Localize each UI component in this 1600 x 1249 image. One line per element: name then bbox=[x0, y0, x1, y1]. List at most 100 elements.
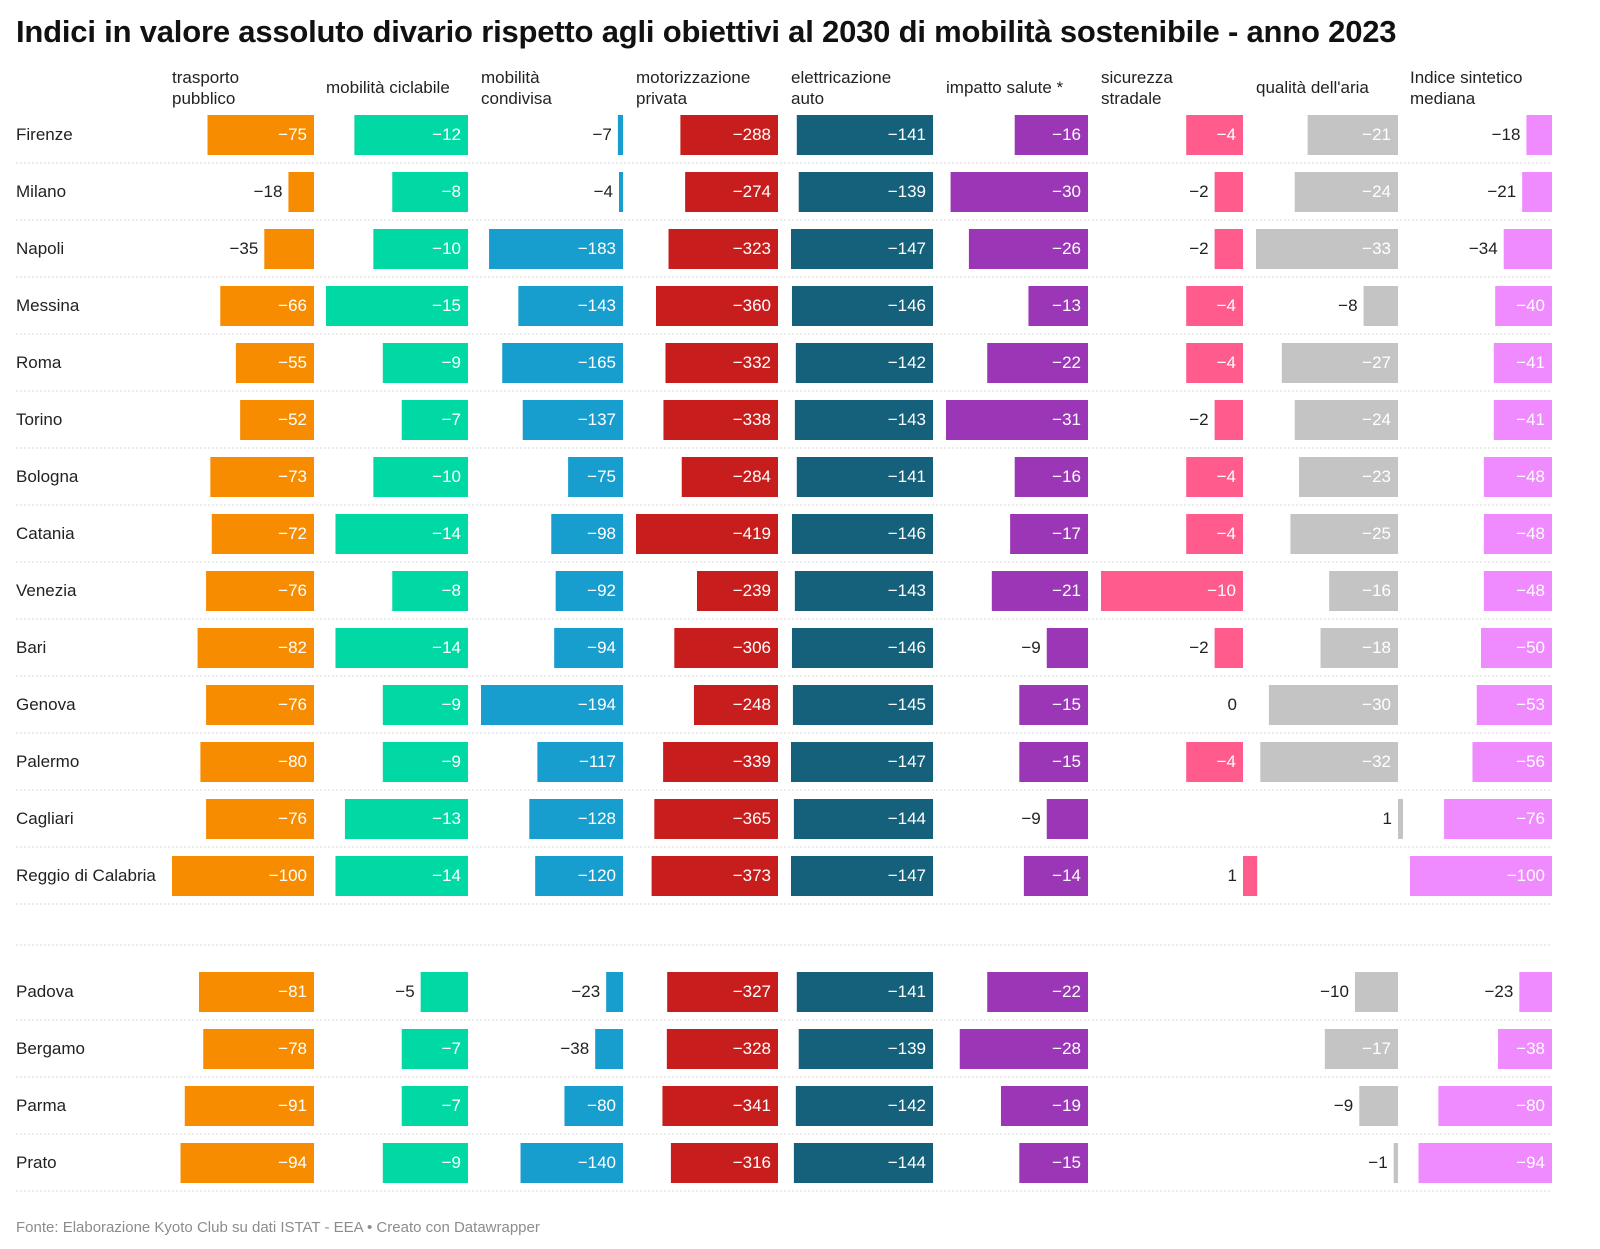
value-label-palermo-sicurezza-stradale: −4 bbox=[1217, 752, 1236, 771]
value-label-parma-motorizzazione-privata: −341 bbox=[733, 1096, 771, 1115]
bar-firenze-elettricazione-auto bbox=[796, 115, 933, 155]
bar-messina-indice-sintetico-mediana bbox=[1495, 286, 1552, 326]
value-label-roma-qualit-dell-aria: −27 bbox=[1362, 353, 1391, 372]
value-label-prato-indice-sintetico-mediana: −94 bbox=[1516, 1153, 1545, 1172]
bar-firenze-mobilit-ciclabile bbox=[354, 115, 468, 155]
value-label-padova-indice-sintetico-mediana: −23 bbox=[1484, 982, 1513, 1001]
value-label-padova-impatto-salute: −22 bbox=[1052, 982, 1081, 1001]
bar-torino-qualit-dell-aria bbox=[1294, 400, 1398, 440]
value-label-torino-mobilit-ciclabile: −7 bbox=[442, 410, 461, 429]
bar-palermo-elettricazione-auto bbox=[791, 742, 933, 782]
bar-reggio-di-calabria-mobilit-ciclabile bbox=[335, 856, 468, 896]
value-label-venezia-impatto-salute: −21 bbox=[1052, 581, 1081, 600]
value-label-genova-mobilit-ciclabile: −9 bbox=[442, 695, 461, 714]
value-label-parma-elettricazione-auto: −142 bbox=[888, 1096, 926, 1115]
bar-bergamo-mobilit-ciclabile bbox=[401, 1029, 468, 1069]
value-label-bergamo-motorizzazione-privata: −328 bbox=[733, 1039, 771, 1058]
bar-milano-motorizzazione-privata bbox=[685, 172, 778, 212]
value-label-napoli-mobilit-ciclabile: −10 bbox=[432, 239, 461, 258]
bar-bari-mobilit-ciclabile bbox=[335, 628, 468, 668]
value-label-milano-impatto-salute: −30 bbox=[1052, 182, 1081, 201]
bar-torino-trasporto-pubblico bbox=[240, 400, 314, 440]
bar-milano-indice-sintetico-mediana bbox=[1522, 172, 1552, 212]
value-label-catania-trasporto-pubblico: −72 bbox=[278, 524, 307, 543]
value-label-cagliari-mobilit-condivisa: −128 bbox=[578, 809, 616, 828]
bar-napoli-trasporto-pubblico bbox=[264, 229, 314, 269]
row-label-bologna: Bologna bbox=[16, 467, 79, 486]
bar-catania-qualit-dell-aria bbox=[1290, 514, 1398, 554]
bar-bologna-qualit-dell-aria bbox=[1299, 457, 1398, 497]
bar-roma-qualit-dell-aria bbox=[1281, 343, 1398, 383]
bar-reggio-di-calabria-motorizzazione-privata bbox=[651, 856, 778, 896]
bar-venezia-impatto-salute bbox=[991, 571, 1088, 611]
bar-cagliari-elettricazione-auto bbox=[793, 799, 933, 839]
bar-palermo-motorizzazione-privata bbox=[663, 742, 778, 782]
bar-padova-qualit-dell-aria bbox=[1354, 972, 1398, 1012]
column-header-indice-sintetico-mediana: Indice sintetico mediana bbox=[1410, 68, 1522, 108]
value-label-milano-sicurezza-stradale: −2 bbox=[1189, 182, 1208, 201]
bar-roma-impatto-salute bbox=[987, 343, 1088, 383]
bar-palermo-qualit-dell-aria bbox=[1260, 742, 1398, 782]
bar-napoli-mobilit-condivisa bbox=[489, 229, 623, 269]
value-label-parma-trasporto-pubblico: −91 bbox=[278, 1096, 307, 1115]
bar-firenze-impatto-salute bbox=[1014, 115, 1088, 155]
value-label-venezia-mobilit-ciclabile: −8 bbox=[442, 581, 461, 600]
value-label-venezia-mobilit-condivisa: −92 bbox=[587, 581, 616, 600]
value-label-bari-impatto-salute: −9 bbox=[1021, 638, 1040, 657]
value-label-torino-elettricazione-auto: −143 bbox=[888, 410, 926, 429]
bar-cagliari-trasporto-pubblico bbox=[206, 799, 314, 839]
bar-parma-mobilit-condivisa bbox=[564, 1086, 623, 1126]
bar-prato-impatto-salute bbox=[1019, 1143, 1088, 1183]
value-label-venezia-motorizzazione-privata: −239 bbox=[733, 581, 771, 600]
bar-venezia-sicurezza-stradale bbox=[1101, 571, 1243, 611]
bar-napoli-mobilit-ciclabile bbox=[373, 229, 468, 269]
bar-bergamo-impatto-salute bbox=[959, 1029, 1088, 1069]
bar-reggio-di-calabria-trasporto-pubblico bbox=[172, 856, 314, 896]
bar-roma-elettricazione-auto bbox=[795, 343, 933, 383]
value-label-bologna-qualit-dell-aria: −23 bbox=[1362, 467, 1391, 486]
bar-genova-trasporto-pubblico bbox=[206, 685, 314, 725]
bar-padova-mobilit-ciclabile bbox=[420, 972, 468, 1012]
bar-bari-trasporto-pubblico bbox=[197, 628, 314, 668]
value-label-roma-elettricazione-auto: −142 bbox=[888, 353, 926, 372]
value-label-cagliari-mobilit-ciclabile: −13 bbox=[432, 809, 461, 828]
value-label-bari-mobilit-condivisa: −94 bbox=[587, 638, 616, 657]
value-label-venezia-qualit-dell-aria: −16 bbox=[1362, 581, 1391, 600]
bar-parma-trasporto-pubblico bbox=[184, 1086, 314, 1126]
bar-messina-elettricazione-auto bbox=[791, 286, 933, 326]
bar-padova-mobilit-condivisa bbox=[606, 972, 623, 1012]
bar-prato-qualit-dell-aria bbox=[1393, 1143, 1398, 1183]
bar-reggio-di-calabria-impatto-salute bbox=[1023, 856, 1088, 896]
row-label-palermo: Palermo bbox=[16, 752, 79, 771]
value-label-milano-qualit-dell-aria: −24 bbox=[1362, 182, 1391, 201]
row-label-messina: Messina bbox=[16, 296, 80, 315]
bar-genova-qualit-dell-aria bbox=[1268, 685, 1398, 725]
bar-firenze-indice-sintetico-mediana bbox=[1526, 115, 1552, 155]
value-label-torino-indice-sintetico-mediana: −41 bbox=[1516, 410, 1545, 429]
value-label-padova-qualit-dell-aria: −10 bbox=[1320, 982, 1349, 1001]
row-label-reggio-di-calabria: Reggio di Calabria bbox=[16, 866, 156, 885]
value-label-reggio-di-calabria-mobilit-ciclabile: −14 bbox=[432, 866, 461, 885]
bar-venezia-motorizzazione-privata bbox=[697, 571, 778, 611]
value-label-milano-elettricazione-auto: −139 bbox=[888, 182, 926, 201]
bar-catania-mobilit-ciclabile bbox=[335, 514, 468, 554]
row-label-genova: Genova bbox=[16, 695, 76, 714]
column-header-elettricazione-auto: elettricazione auto bbox=[791, 68, 891, 108]
column-header-motorizzazione-privata: motorizzazione privata bbox=[636, 68, 750, 108]
value-label-milano-motorizzazione-privata: −274 bbox=[733, 182, 771, 201]
value-label-milano-indice-sintetico-mediana: −21 bbox=[1487, 182, 1516, 201]
value-label-catania-sicurezza-stradale: −4 bbox=[1217, 524, 1236, 543]
value-label-bergamo-qualit-dell-aria: −17 bbox=[1362, 1039, 1391, 1058]
value-label-torino-impatto-salute: −31 bbox=[1052, 410, 1081, 429]
value-label-messina-impatto-salute: −13 bbox=[1052, 296, 1081, 315]
value-label-venezia-sicurezza-stradale: −10 bbox=[1207, 581, 1236, 600]
bar-bologna-indice-sintetico-mediana bbox=[1483, 457, 1552, 497]
value-label-firenze-indice-sintetico-mediana: −18 bbox=[1492, 125, 1521, 144]
value-label-bari-motorizzazione-privata: −306 bbox=[733, 638, 771, 657]
value-label-roma-trasporto-pubblico: −55 bbox=[278, 353, 307, 372]
value-label-torino-sicurezza-stradale: −2 bbox=[1189, 410, 1208, 429]
column-header-trasporto-pubblico: trasporto pubblico bbox=[172, 68, 239, 108]
bar-messina-qualit-dell-aria bbox=[1363, 286, 1398, 326]
value-label-catania-indice-sintetico-mediana: −48 bbox=[1516, 524, 1545, 543]
bar-bologna-mobilit-condivisa bbox=[568, 457, 623, 497]
